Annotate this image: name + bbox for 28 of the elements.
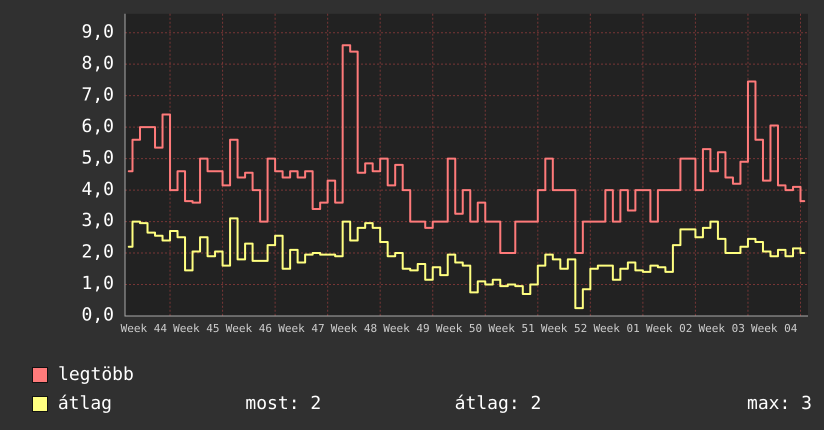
- x-tick-label: Week 03: [698, 322, 745, 335]
- x-tick-label: Week 49: [383, 322, 430, 335]
- y-tick-label: 4,0: [81, 178, 114, 200]
- text: átlag: 2: [454, 393, 542, 414]
- y-tick-label: 1,0: [81, 273, 114, 294]
- y-tick-label: 2,0: [81, 242, 114, 263]
- y-tick-label: 5,0: [81, 147, 114, 168]
- text: most: 2: [245, 393, 322, 414]
- x-tick-label: Week 50: [436, 322, 482, 335]
- x-tick-label: Week 51: [488, 322, 535, 335]
- y-tick-label: 0,0: [81, 304, 114, 326]
- y-tick-label: 9,0: [81, 21, 114, 42]
- legend-label: átlag: [58, 393, 113, 414]
- x-tick-label: Week 01: [593, 322, 640, 335]
- x-tick-label: Week 46: [226, 322, 272, 335]
- y-tick-label: 3,0: [81, 210, 114, 232]
- x-tick-label: Week 44: [120, 322, 168, 335]
- y-tick-label: 6,0: [81, 116, 114, 137]
- x-tick-label: Week 47: [278, 322, 325, 335]
- x-tick-label: Week 04: [751, 322, 798, 335]
- x-tick-label: Week 02: [646, 322, 692, 335]
- legend-label: legtöbb: [58, 364, 135, 385]
- x-tick-label: Week 52: [540, 322, 588, 335]
- y-tick-label: 7,0: [81, 84, 114, 106]
- x-tick-label: Week 48: [330, 322, 378, 335]
- text: max: 3: [746, 393, 812, 414]
- x-tick-label: Week 45: [173, 322, 220, 335]
- y-tick-label: 8,0: [81, 52, 114, 74]
